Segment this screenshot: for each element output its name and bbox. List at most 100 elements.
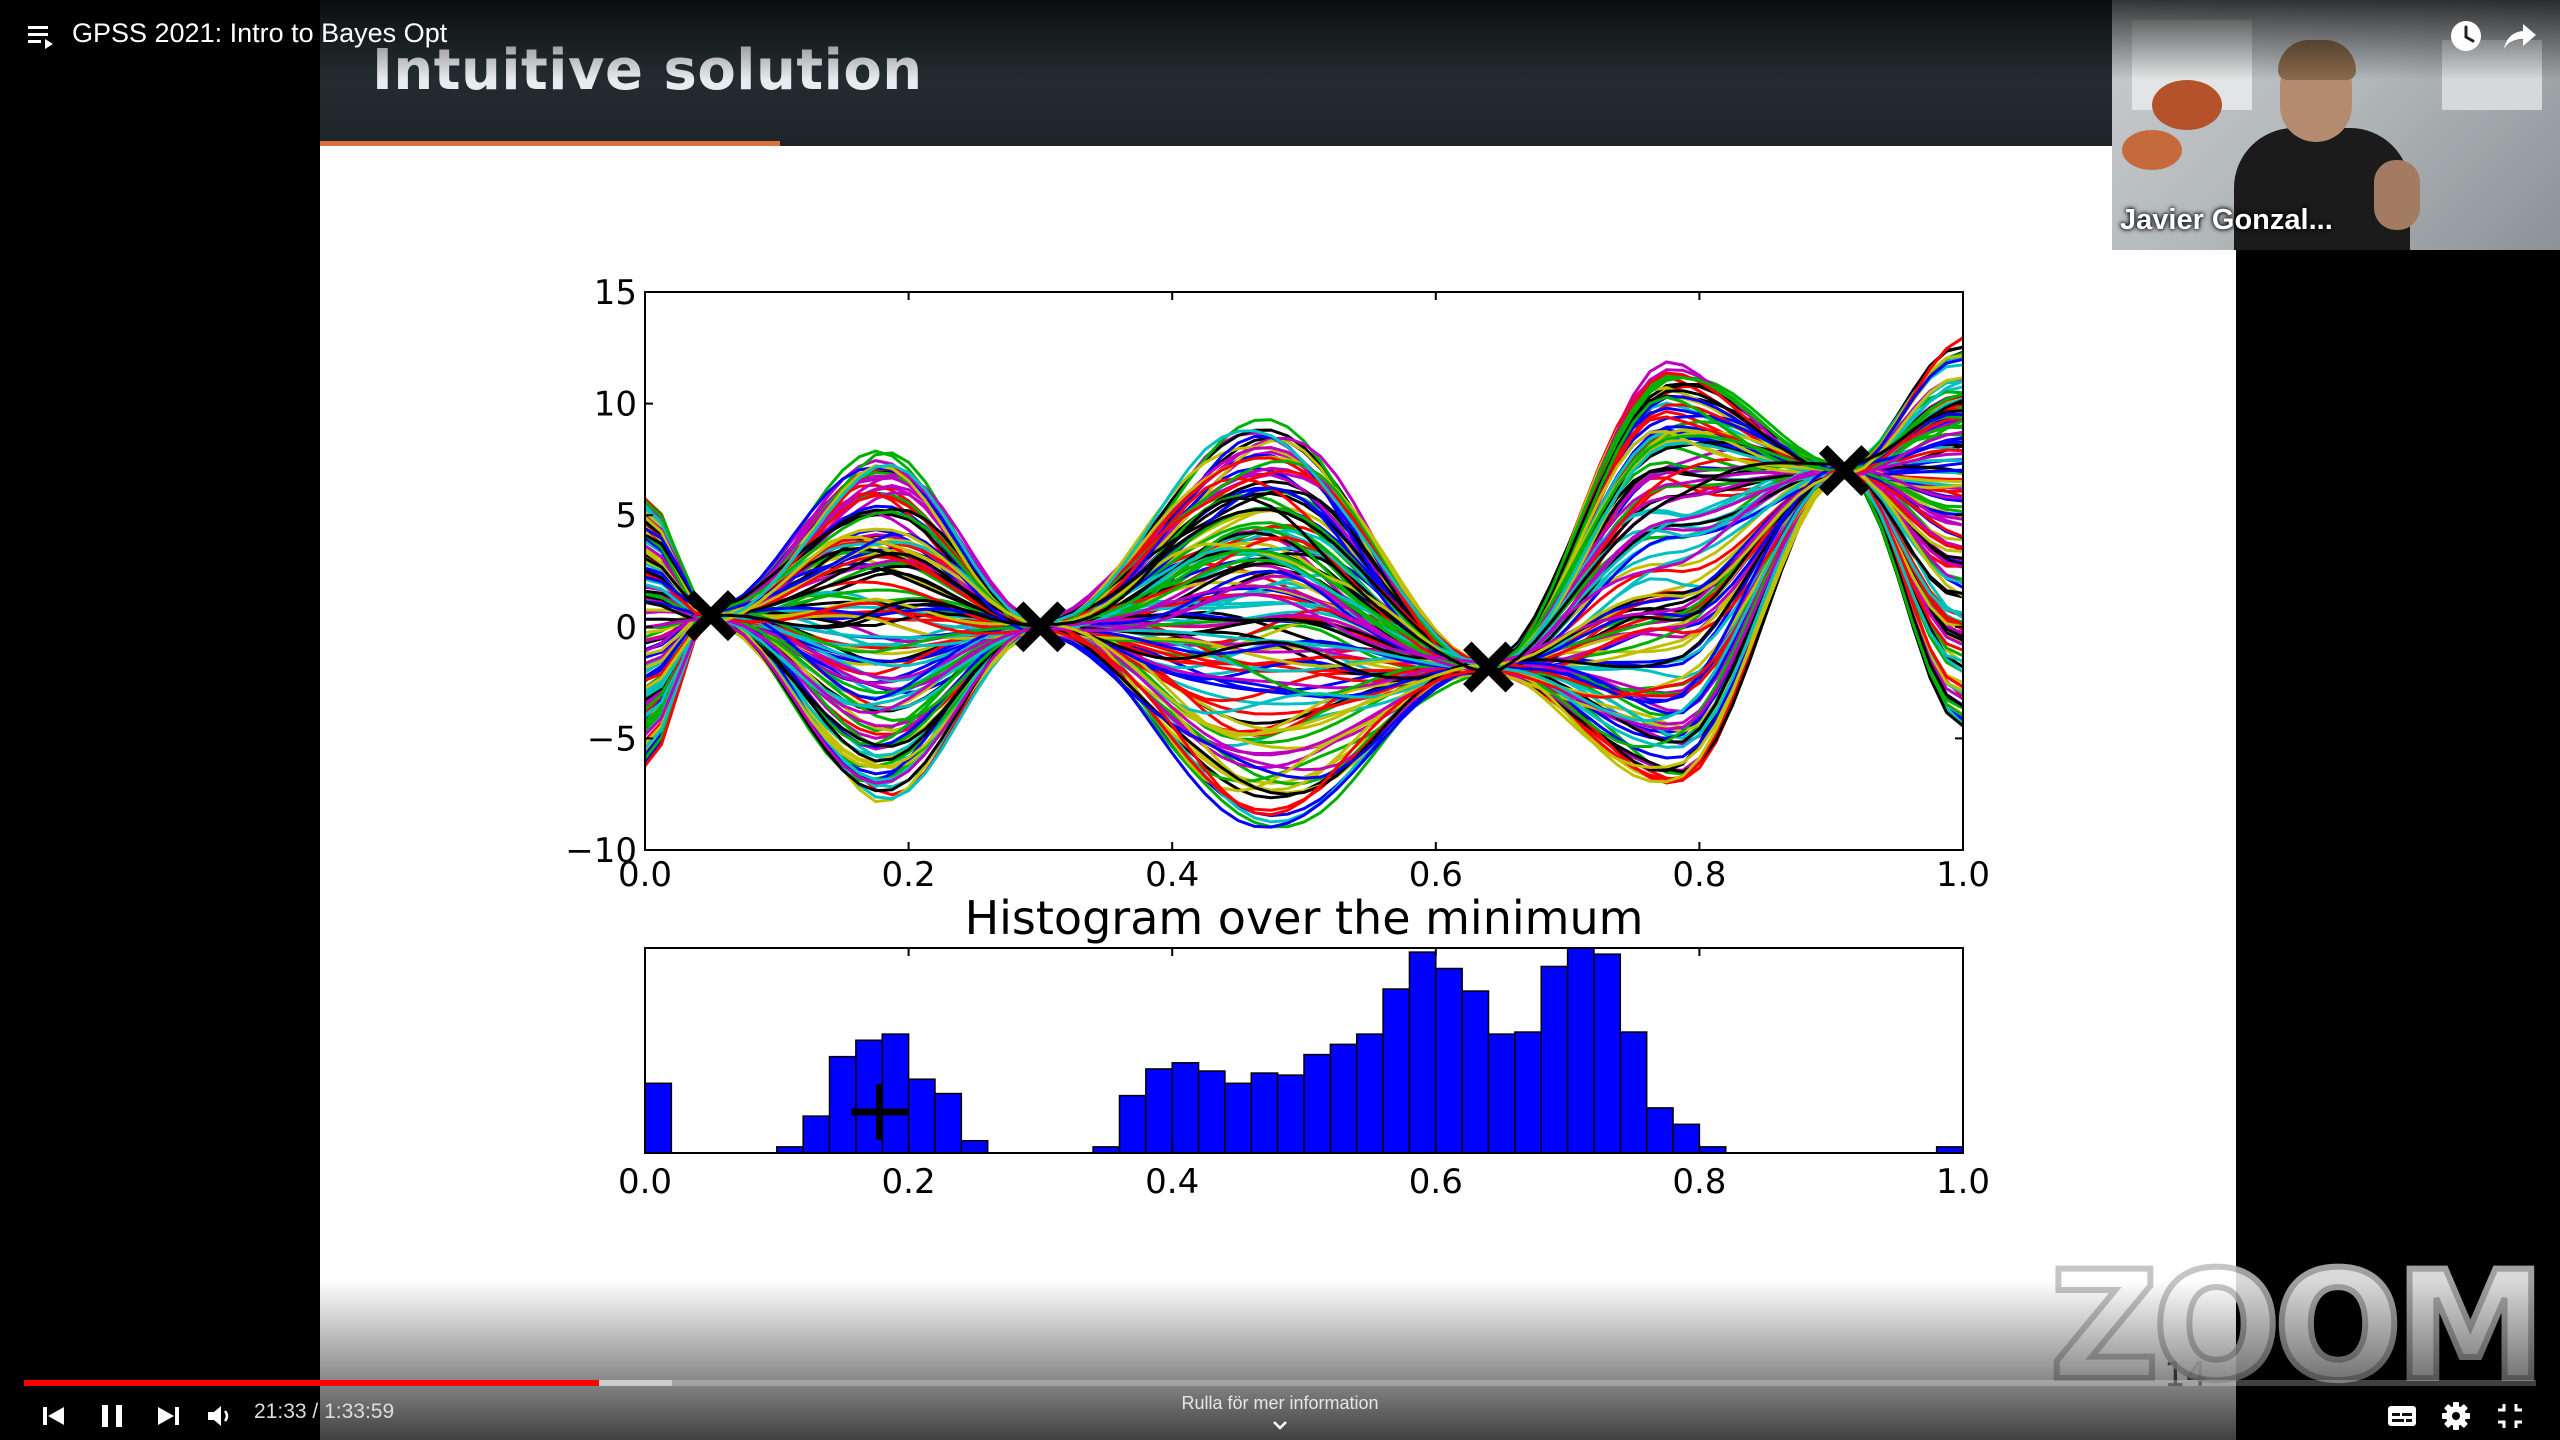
histogram-bar bbox=[1329, 1043, 1358, 1154]
y-tick-label: −10 bbox=[565, 831, 637, 871]
histogram-bar bbox=[1487, 1033, 1516, 1154]
sample-line bbox=[645, 472, 1963, 796]
speaker-hand bbox=[2374, 160, 2420, 230]
sample-line bbox=[645, 441, 1963, 736]
sample-line bbox=[645, 389, 1963, 793]
gear-icon[interactable] bbox=[2436, 1396, 2476, 1436]
sample-line bbox=[645, 458, 1963, 749]
sample-line bbox=[645, 429, 1963, 793]
x-tick-label: 0.8 bbox=[1672, 855, 1726, 895]
player-top-bar: GPSS 2021: Intro to Bayes Opt bbox=[0, 0, 2560, 80]
time-separator: / bbox=[306, 1400, 325, 1423]
sample-line bbox=[645, 472, 1963, 749]
histogram-bar bbox=[907, 1078, 936, 1154]
volume-icon[interactable] bbox=[200, 1396, 240, 1436]
x-tick-label: 0.4 bbox=[1145, 1162, 1199, 1202]
observation-marker bbox=[685, 590, 737, 642]
observation-marker bbox=[1818, 445, 1870, 497]
y-tick-label: 0 bbox=[615, 608, 637, 648]
sample-line bbox=[645, 467, 1963, 772]
histogram-bar bbox=[1566, 947, 1595, 1154]
total-time: 1:33:59 bbox=[324, 1400, 395, 1423]
histogram-frame bbox=[644, 947, 1964, 1154]
presentation-slide: Intuitive solution 0.00.20.40.60.81.0151… bbox=[320, 0, 2548, 1440]
sample-line bbox=[645, 386, 1963, 804]
histogram-plus-marker bbox=[851, 1084, 908, 1140]
sample-lines bbox=[645, 336, 1963, 829]
y-tick-label: −5 bbox=[587, 719, 637, 759]
sample-line bbox=[645, 428, 1963, 792]
histogram-bar bbox=[1197, 1070, 1226, 1154]
top-plot-frame bbox=[644, 291, 1964, 851]
histogram-bar bbox=[1118, 1094, 1147, 1154]
histogram-bar bbox=[644, 1082, 673, 1154]
scroll-for-more-info[interactable]: Rulla för mer information bbox=[1181, 1393, 1379, 1413]
sample-line bbox=[645, 376, 1963, 736]
sample-line bbox=[645, 412, 1963, 669]
sample-line bbox=[645, 398, 1963, 674]
video-title[interactable]: GPSS 2021: Intro to Bayes Opt bbox=[72, 18, 448, 48]
x-tick-label: 0.0 bbox=[618, 855, 672, 895]
histogram-bar bbox=[881, 1033, 910, 1154]
progress-bar[interactable] bbox=[24, 1380, 2536, 1386]
sample-line bbox=[645, 470, 1963, 785]
y-tick-label: 5 bbox=[615, 496, 637, 536]
histogram-bar bbox=[1303, 1053, 1332, 1154]
sample-line bbox=[645, 394, 1963, 745]
histogram-bar bbox=[1276, 1074, 1305, 1154]
histogram-bar bbox=[802, 1115, 831, 1154]
histogram-bar bbox=[1593, 953, 1622, 1154]
sample-line bbox=[645, 403, 1963, 708]
slide-charts: 0.0 0.2 0.4 0.6 0.8 1.0 15 10 5 0 −5 −10 Histogram o… bbox=[565, 273, 1990, 1202]
sample-line bbox=[645, 436, 1963, 780]
plant bbox=[2122, 130, 2182, 170]
player-controls-background bbox=[0, 1280, 2560, 1440]
sample-line bbox=[645, 392, 1963, 667]
pause-icon[interactable] bbox=[92, 1396, 132, 1436]
plant bbox=[2152, 80, 2222, 130]
histogram-bar bbox=[1171, 1062, 1200, 1154]
histogram-bar bbox=[1382, 988, 1411, 1154]
sample-line bbox=[645, 429, 1963, 723]
skip-next-icon[interactable] bbox=[148, 1396, 188, 1436]
x-tick-label: 0.0 bbox=[618, 1162, 672, 1202]
y-tick-label: 10 bbox=[594, 385, 637, 425]
skip-previous-icon[interactable] bbox=[34, 1396, 74, 1436]
histogram-bar bbox=[960, 1139, 989, 1154]
sample-line bbox=[645, 371, 1963, 673]
histogram-bar bbox=[828, 1055, 857, 1154]
y-tick-label: 15 bbox=[594, 273, 637, 313]
histogram-bar bbox=[1645, 1107, 1674, 1154]
clock-icon[interactable] bbox=[2448, 18, 2484, 54]
histogram-bar bbox=[1540, 965, 1569, 1154]
histogram-bar bbox=[1250, 1072, 1279, 1154]
histogram-title: Histogram over the minimum bbox=[965, 891, 1644, 945]
histogram-bar bbox=[1514, 1031, 1542, 1154]
exit-fullscreen-icon[interactable] bbox=[2490, 1396, 2530, 1436]
time-display: 21:33 / 1:33:59 bbox=[254, 1400, 394, 1424]
speaker-name-label: Javier Gonzal... bbox=[2120, 204, 2333, 236]
observation-marker bbox=[1014, 601, 1066, 653]
sample-line bbox=[645, 452, 1963, 757]
header-accent-line bbox=[320, 141, 780, 146]
sample-line bbox=[645, 430, 1963, 715]
sample-line bbox=[645, 430, 1963, 795]
chevron-down-icon[interactable] bbox=[1270, 1418, 1290, 1432]
x-tick-label: 0.6 bbox=[1409, 1162, 1463, 1202]
sample-line bbox=[645, 466, 1963, 715]
sample-line bbox=[645, 464, 1963, 699]
subtitles-icon[interactable] bbox=[2382, 1396, 2422, 1436]
x-tick-label: 0.2 bbox=[882, 1162, 936, 1202]
sample-line bbox=[645, 470, 1963, 690]
histogram-bar bbox=[934, 1092, 963, 1154]
share-arrow-icon[interactable] bbox=[2502, 18, 2538, 54]
sample-line bbox=[645, 395, 1963, 760]
x-tick-label: 0.6 bbox=[1409, 855, 1463, 895]
x-tick-label: 0.2 bbox=[882, 855, 936, 895]
histogram-bar bbox=[1224, 1082, 1253, 1154]
playlist-icon[interactable] bbox=[26, 20, 58, 52]
progress-played bbox=[24, 1380, 600, 1386]
histogram-bar bbox=[1461, 990, 1490, 1154]
histogram-bar bbox=[1145, 1068, 1173, 1154]
